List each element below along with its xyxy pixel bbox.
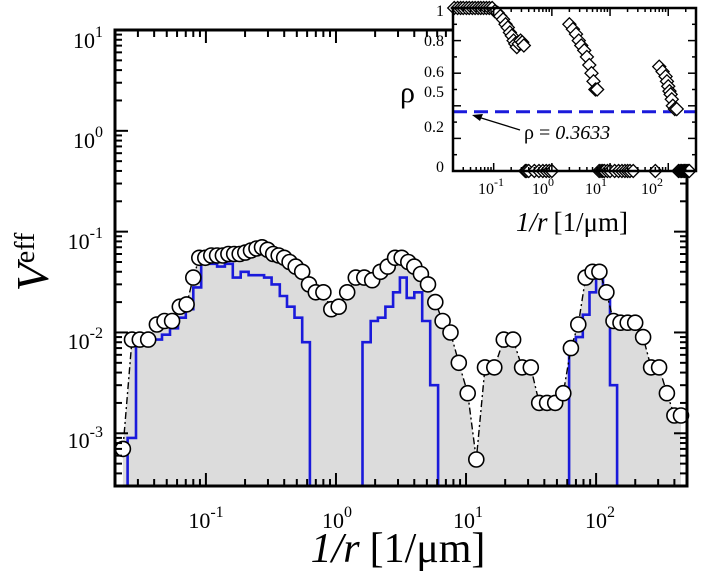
main-y-tick-label: 100 [73,124,103,153]
main-y-tick-label: 101 [73,24,103,53]
data-point [554,384,572,402]
diamond-point [589,82,605,97]
main-area-fill [122,247,681,486]
data-point [419,276,437,293]
data-point [459,384,477,402]
data-point [634,328,652,346]
inset-y-tick-labels: 0 0.2 0.5 0.6 0.8 1 [424,3,444,176]
threshold-label: ρ = 0.3633 [524,122,610,144]
diamond-point [516,38,532,53]
inset-threshold-annotation: ρ = 0.3633 [472,114,610,144]
main-chart: 10-1 100 101 102 10-3 10-2 10-1 100 101 … [7,24,690,572]
diamond-point [669,101,685,117]
main-y-tick-label: 10-2 [68,325,103,354]
annotation-arrow-head [472,114,483,121]
main-x-tick-label: 100 [322,504,352,533]
inset-x-axis-label: 1/r [1/μm] [516,207,628,237]
annotation-arrow-line [477,116,521,131]
main-x-tick-label: 10-1 [188,504,223,533]
main-y-tick-labels: 10-3 10-2 10-1 100 101 [68,24,103,453]
data-point [562,339,580,357]
data-point [426,293,444,311]
data-point [658,384,676,402]
data-point [598,283,615,301]
main-circle-markers [114,239,690,468]
data-point [434,312,451,330]
inset-x-tick-label: 101 [585,175,607,198]
inset-x-tick-labels: 10-1 100 101 102 [478,175,663,198]
area-fill [122,247,681,486]
inset-y-tick-label: 1 [436,3,444,20]
data-point [178,296,195,313]
data-point [315,283,332,301]
data-point [504,331,522,348]
data-point [569,316,587,333]
data-point [591,263,608,281]
main-x-tick-label: 102 [585,504,615,533]
main-plot-frame [113,28,689,488]
main-y-tick-label: 10-1 [68,225,103,254]
data-point [338,283,356,301]
data-point [650,359,668,376]
data-point [450,354,468,372]
data-point [442,324,459,341]
data-point [467,451,485,468]
inset-x-tick-label: 100 [532,175,554,198]
data-point [485,359,503,376]
inset-y-tick-label: 0.8 [424,33,444,50]
inset-y-axis-label: ρ [400,76,415,109]
inset-chart: 0 0.2 0.5 0.6 0.8 1 ρ 10-1 100 101 102 1… [400,0,698,237]
main-x-tick-labels: 10-1 100 101 102 [188,504,615,533]
data-point [626,314,644,332]
main-x-tick-label: 101 [453,504,483,533]
inset-axis-ticks [452,7,697,172]
data-point [139,331,157,348]
data-point [185,269,202,286]
data-point [330,298,348,316]
data-point [522,359,540,376]
inset-y-tick-label: 0 [436,159,444,176]
data-point [163,312,181,330]
inset-y-tick-label: 0.5 [424,84,444,101]
inset-y-tick-label: 0.2 [424,119,444,136]
main-x-axis-label: 1/r [1/μm] [311,526,486,572]
data-point [293,263,311,281]
main-y-tick-label: 10-3 [68,424,103,453]
inset-y-tick-label: 0.6 [424,64,444,81]
inset-x-tick-label: 10-1 [478,175,504,198]
main-y-axis-label: Veff [7,232,58,291]
inset-x-tick-label: 102 [641,175,663,198]
